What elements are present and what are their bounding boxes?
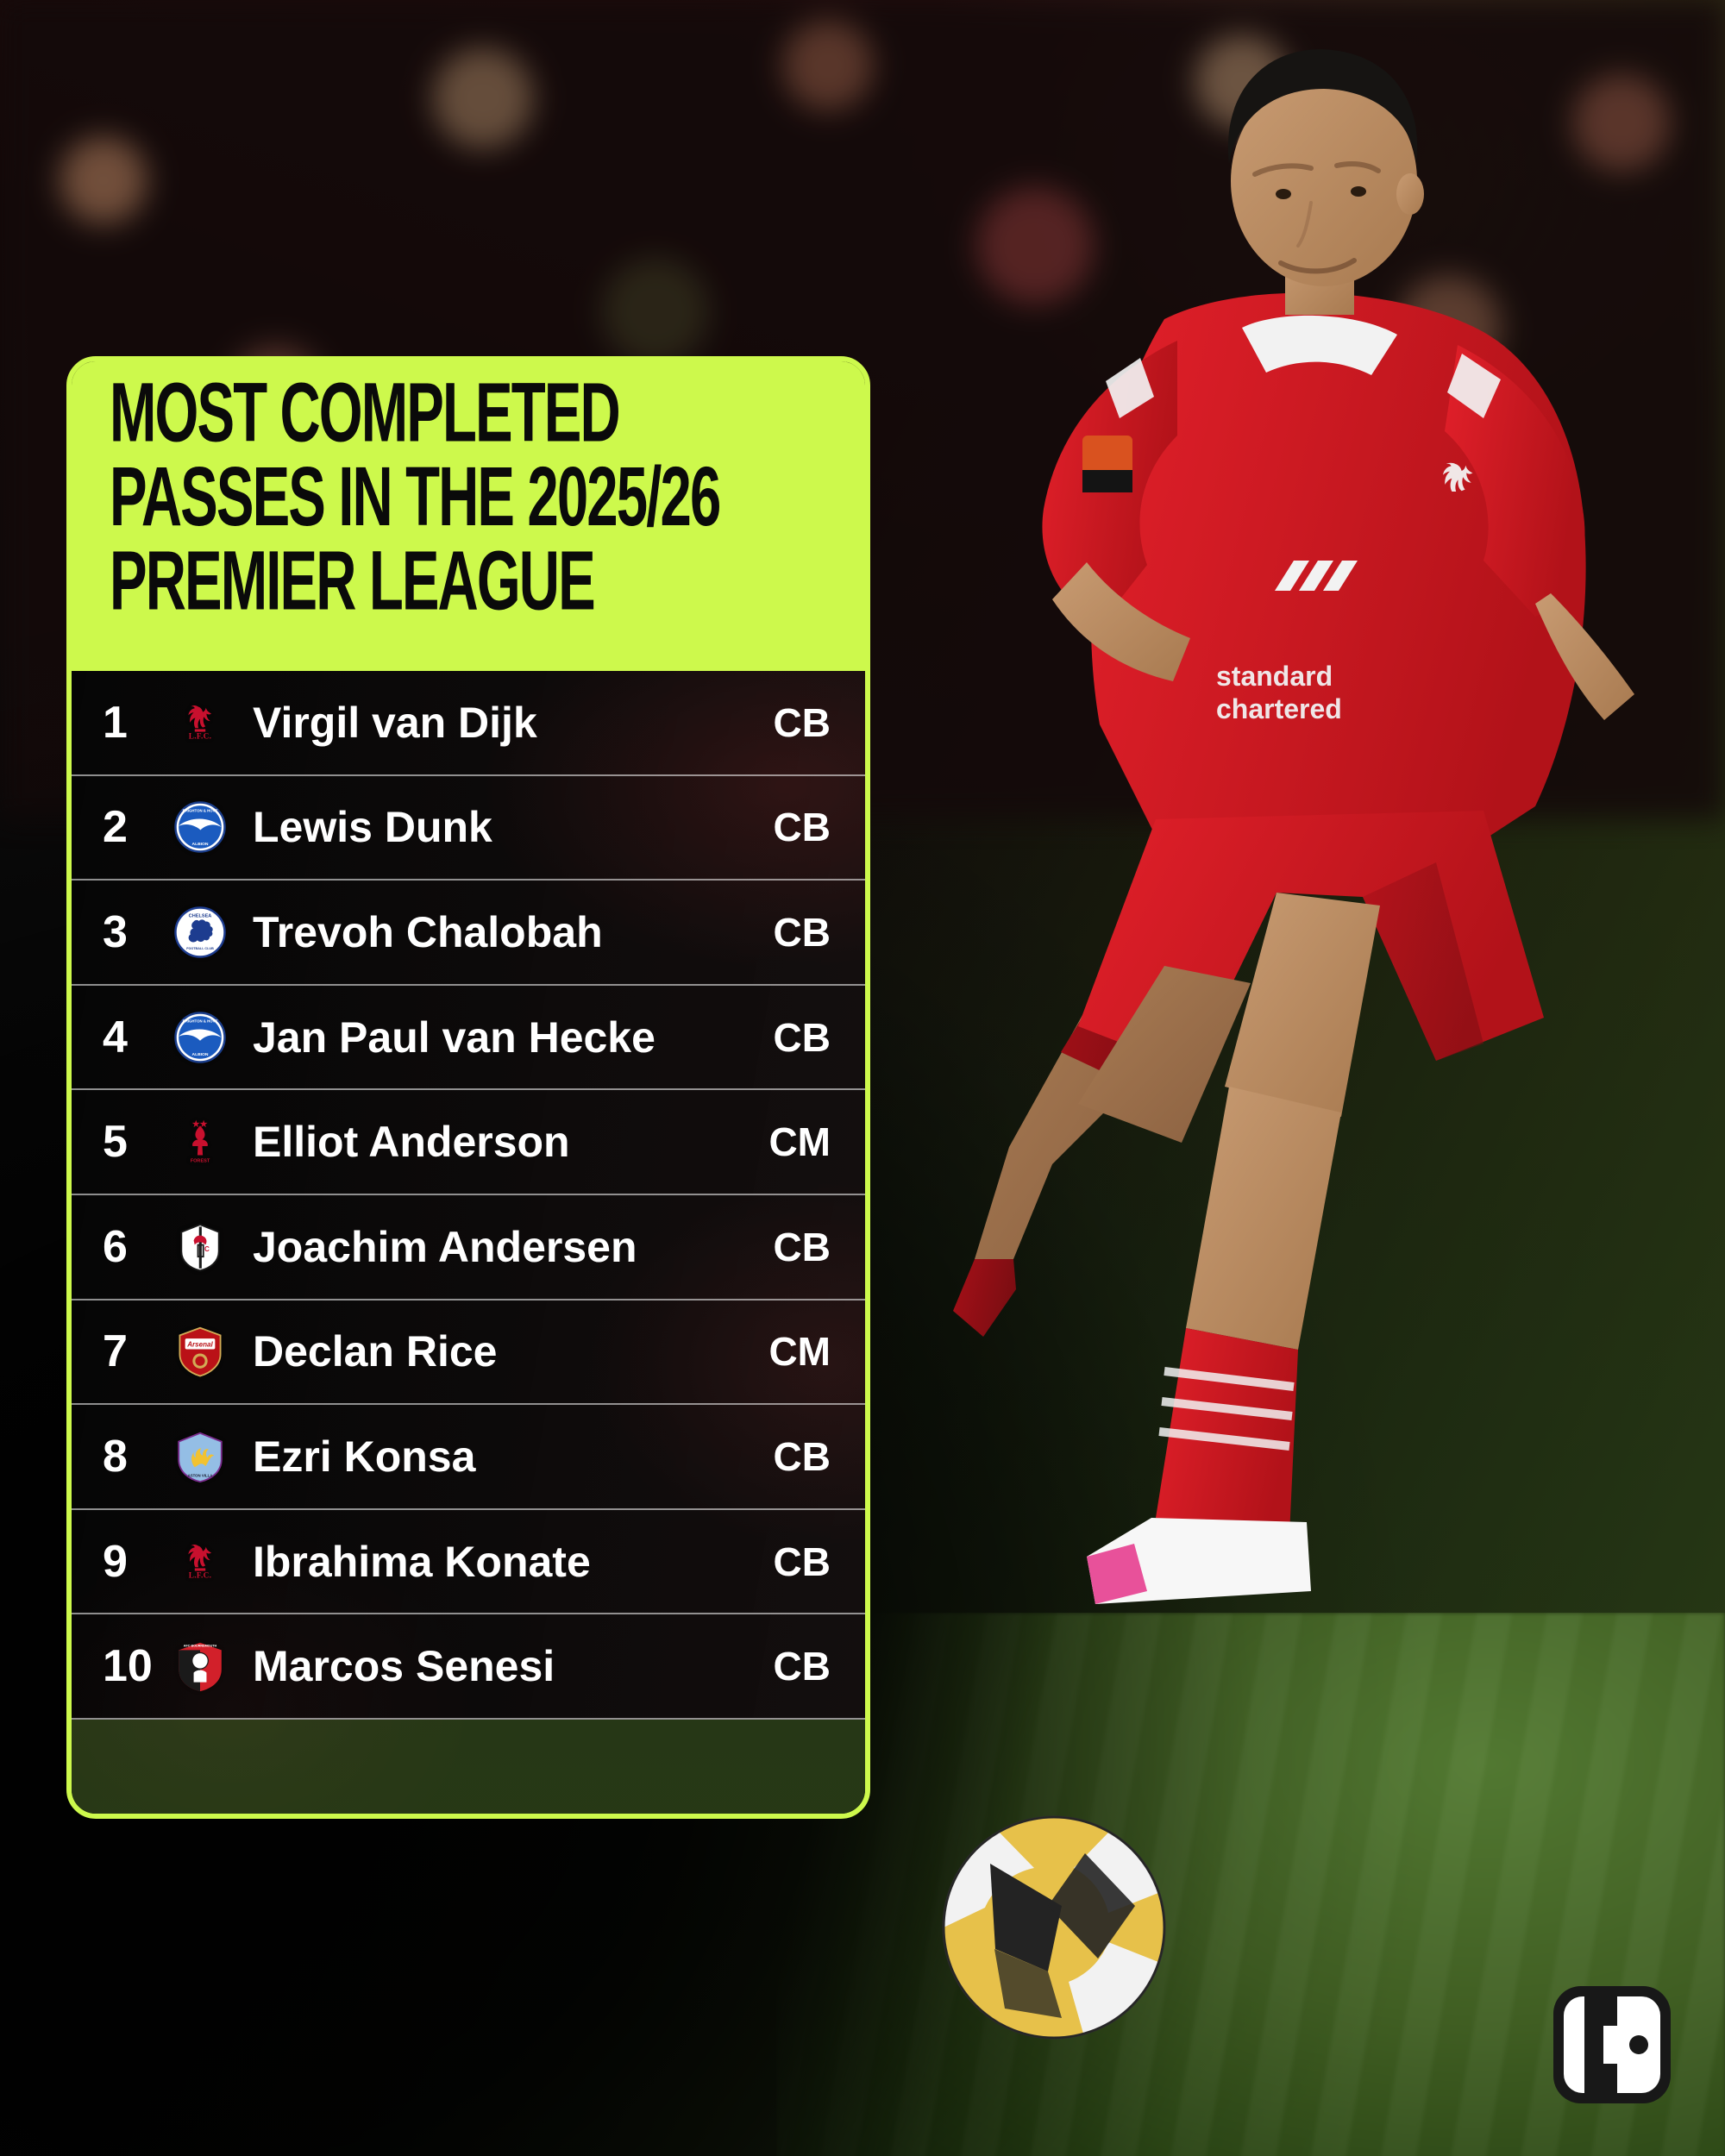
svg-text:ASTON VILLA: ASTON VILLA xyxy=(188,1474,214,1478)
svg-text:BRIGHTON & HOVE: BRIGHTON & HOVE xyxy=(183,809,218,813)
svg-text:BRIGHTON & HOVE: BRIGHTON & HOVE xyxy=(183,1018,218,1023)
svg-text:AFC BOURNEMOUTH: AFC BOURNEMOUTH xyxy=(184,1645,217,1648)
svg-text:standard: standard xyxy=(1216,661,1333,692)
svg-text:FOREST: FOREST xyxy=(191,1159,210,1164)
svg-text:ALBION: ALBION xyxy=(192,1052,209,1057)
svg-text:chartered: chartered xyxy=(1216,693,1342,724)
svg-text:L.F.C.: L.F.C. xyxy=(189,1571,212,1580)
svg-text:L.F.C.: L.F.C. xyxy=(189,732,212,741)
svg-text:FOOTBALL CLUB: FOOTBALL CLUB xyxy=(186,947,214,950)
svg-text:ALBION: ALBION xyxy=(192,842,209,847)
svg-text:C: C xyxy=(204,1245,210,1253)
svg-text:CHELSEA: CHELSEA xyxy=(189,914,212,919)
svg-text:Arsenal: Arsenal xyxy=(186,1341,213,1349)
